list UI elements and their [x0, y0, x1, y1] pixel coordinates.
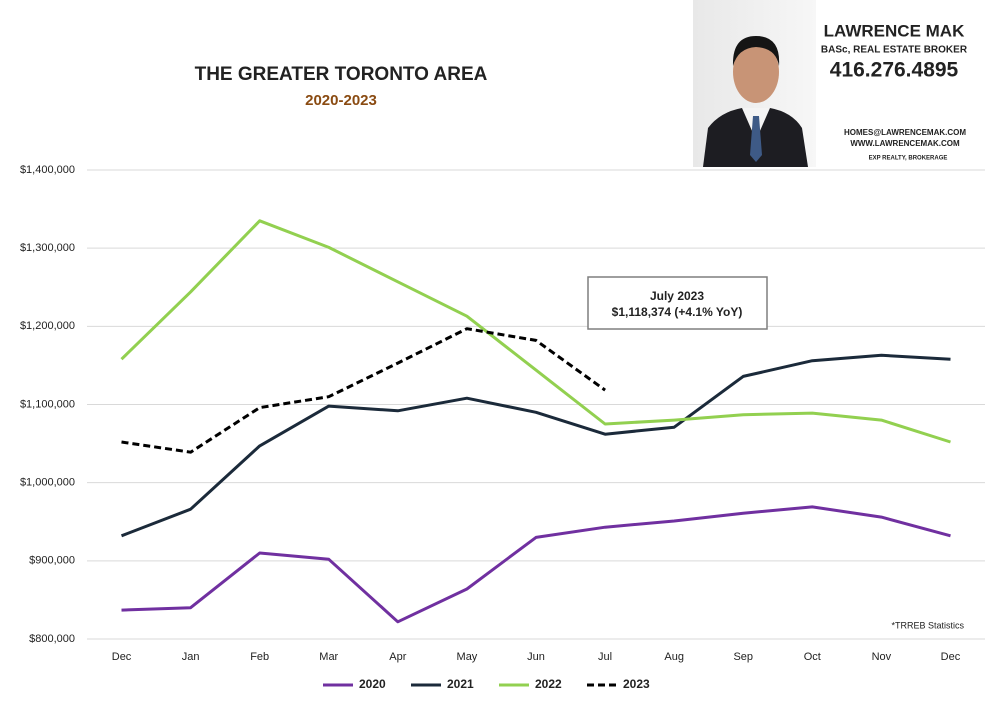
- x-tick-label: May: [457, 651, 478, 663]
- annotation-line: $1,118,374 (+4.1% YoY): [612, 305, 743, 319]
- photo-hair: [732, 36, 780, 66]
- y-tick-label: $800,000: [29, 633, 75, 645]
- footnote: *TRREB Statistics: [891, 620, 964, 630]
- x-tick-label: Mar: [319, 651, 338, 663]
- y-tick-label: $900,000: [29, 555, 75, 567]
- agent-name: LAWRENCE MAK: [824, 21, 965, 40]
- x-tick-label: Jun: [527, 651, 545, 663]
- y-tick-label: $1,100,000: [20, 398, 75, 410]
- agent-brokerage: EXP REALTY, BROKERAGE: [869, 156, 948, 162]
- x-tick-label: Aug: [664, 651, 684, 663]
- y-tick-label: $1,400,000: [20, 164, 75, 176]
- agent-photo: [693, 0, 816, 167]
- y-tick-label: $1,200,000: [20, 320, 75, 332]
- agent-phone: 416.276.4895: [830, 59, 959, 82]
- legend-label: 2020: [359, 677, 386, 691]
- annotation-line: July 2023: [650, 289, 704, 303]
- x-tick-label: Oct: [804, 651, 821, 663]
- x-tick-label: Jul: [598, 651, 612, 663]
- legend-label: 2023: [623, 677, 650, 691]
- annotation-box: [587, 276, 768, 330]
- agent-credentials: BASc, REAL ESTATE BROKER: [821, 45, 968, 56]
- x-tick-label: Feb: [250, 651, 269, 663]
- legend-label: 2021: [447, 677, 474, 691]
- agent-email: HOMES@LAWRENCEMAK.COM: [844, 128, 966, 137]
- y-tick-label: $1,300,000: [20, 242, 75, 254]
- x-tick-label: Dec: [941, 651, 961, 663]
- legend-label: 2022: [535, 677, 562, 691]
- series-line: [120, 219, 951, 444]
- x-tick-label: Dec: [112, 651, 132, 663]
- chart-title: THE GREATER TORONTO AREA: [195, 64, 488, 85]
- agent-website: WWW.LAWRENCEMAK.COM: [850, 139, 960, 148]
- series-line: [120, 353, 951, 538]
- photo-tie: [750, 116, 762, 162]
- series-line: [121, 327, 606, 454]
- series-line: [121, 505, 951, 624]
- chart-subtitle: 2020-2023: [305, 92, 377, 109]
- photo-face: [733, 41, 779, 103]
- x-tick-label: Jan: [182, 651, 200, 663]
- y-tick-label: $1,000,000: [20, 477, 75, 489]
- x-tick-label: Apr: [389, 651, 406, 663]
- x-tick-label: Nov: [872, 651, 892, 663]
- x-tick-label: Sep: [733, 651, 753, 663]
